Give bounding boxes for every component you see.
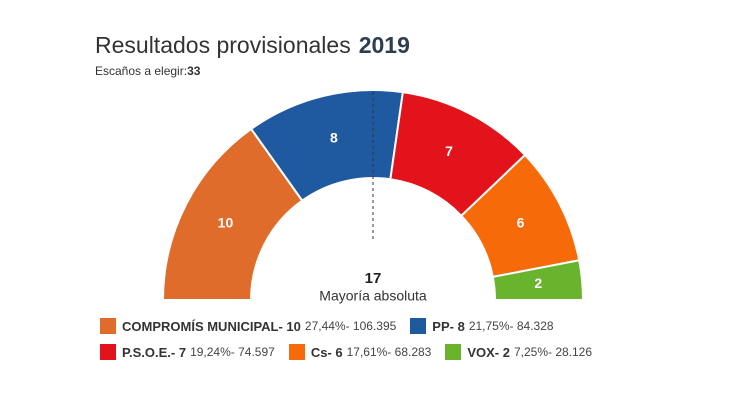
legend-item: P.S.O.E.- 7 19,24%- 74.597 bbox=[100, 344, 275, 360]
segment-label: 8 bbox=[330, 129, 338, 145]
year: 2019 bbox=[358, 32, 410, 58]
title: Resultados provisionales 2019 bbox=[95, 32, 410, 59]
legend-detail: 27,44%- 106.395 bbox=[304, 319, 397, 333]
segment-label: 10 bbox=[218, 215, 234, 231]
title-text: Resultados provisionales bbox=[95, 32, 351, 58]
seat-segment bbox=[491, 259, 585, 301]
legend-swatch bbox=[410, 318, 427, 334]
legend-detail: 7,25%- 28.126 bbox=[513, 345, 593, 359]
legend-label: COMPROMÍS MUNICIPAL- 10 bbox=[122, 318, 301, 334]
subtitle: Escaños a elegir:33 bbox=[95, 64, 200, 78]
legend-swatch bbox=[288, 344, 305, 360]
segment-label: 7 bbox=[445, 143, 453, 159]
legend-swatch bbox=[100, 344, 116, 360]
legend-item: COMPROMÍS MUNICIPAL- 10 27,44%- 106.395 bbox=[100, 318, 396, 334]
legend-item: PP- 8 21,75%- 84.328 bbox=[410, 318, 554, 334]
legend-detail: 17,61%- 68.283 bbox=[346, 345, 432, 359]
segment-label: 2 bbox=[534, 275, 542, 291]
legend-label: Cs- 6 bbox=[310, 344, 343, 360]
seats-total: 33 bbox=[187, 64, 201, 78]
legend-row: COMPROMÍS MUNICIPAL- 10 27,44%- 106.395 PP… bbox=[100, 318, 554, 334]
legend-detail: 21,75%- 84.328 bbox=[468, 319, 554, 333]
legend-label: PP- 8 bbox=[432, 318, 465, 334]
majority-label: Mayoría absoluta bbox=[319, 288, 427, 304]
legend-swatch bbox=[445, 344, 462, 360]
legend-swatch bbox=[100, 318, 116, 334]
majority-value: 17 bbox=[365, 270, 382, 287]
legend-row: P.S.O.E.- 7 19,24%- 74.597 Cs- 6 17,61%- 68… bbox=[100, 344, 592, 360]
seats-label: Escaños a elegir: bbox=[95, 64, 188, 78]
legend-item: Cs- 6 17,61%- 68.283 bbox=[288, 344, 432, 360]
segment-label: 6 bbox=[517, 215, 525, 231]
legend-label: VOX- 2 bbox=[467, 344, 510, 360]
legend-item: VOX- 2 7,25%- 28.126 bbox=[445, 344, 592, 360]
legend-detail: 19,24%- 74.597 bbox=[190, 345, 275, 359]
legend-label: P.S.O.E.- 7 bbox=[122, 344, 187, 360]
